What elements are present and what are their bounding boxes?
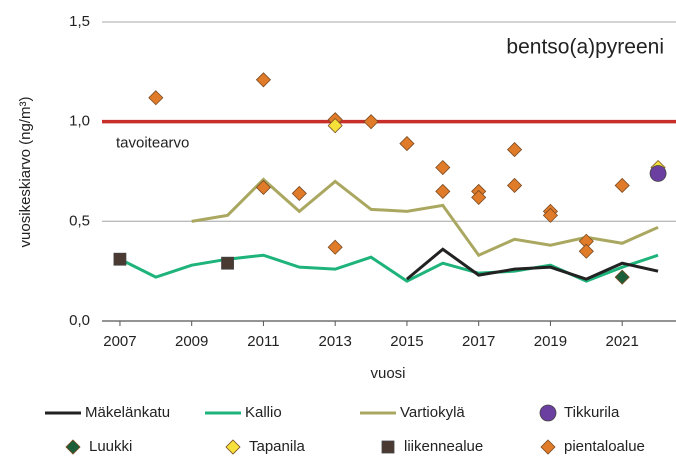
series-line	[191, 177, 659, 258]
legend-swatch	[381, 440, 395, 454]
x-tick-label: 2013	[319, 333, 352, 350]
x-tick-label: 2017	[462, 333, 495, 350]
data-point	[578, 243, 594, 259]
legend-label: pientaloalue	[564, 438, 645, 455]
x-tick-label: 2021	[606, 333, 639, 350]
legend-label: Tikkurila	[564, 404, 620, 421]
legend-swatch	[65, 439, 81, 455]
data-point	[148, 90, 164, 106]
legend-swatch	[225, 439, 241, 455]
x-tick-label: 2007	[103, 333, 136, 350]
data-point	[506, 177, 523, 194]
target-label: tavoitearvo	[116, 135, 189, 152]
x-tick-label: 2011	[247, 333, 279, 350]
data-point	[327, 118, 343, 134]
legend-label: liikennealue	[404, 438, 483, 455]
x-tick-label: 2019	[534, 333, 567, 350]
data-point	[363, 114, 379, 130]
data-point	[614, 269, 630, 285]
data-point	[614, 177, 630, 194]
legend-label: Vartiokylä	[400, 404, 465, 421]
data-point	[542, 207, 559, 223]
data-point	[435, 183, 451, 199]
x-tick-label: 2015	[390, 333, 423, 350]
x-tick-label: 2009	[175, 333, 208, 350]
series-line	[405, 247, 659, 281]
data-point	[649, 165, 667, 182]
x-axis-label: vuosi	[370, 365, 405, 382]
legend-label: Tapanila	[249, 438, 306, 455]
data-point	[435, 159, 451, 176]
y-axis-label: vuosikeskiarvo (ng/m³)	[17, 97, 34, 248]
data-point	[506, 142, 523, 158]
y-tick-label: 1,0	[69, 113, 90, 130]
y-tick-label: 0,0	[69, 312, 90, 329]
legend-label: Kallio	[245, 404, 282, 421]
legend-label: Mäkelänkatu	[85, 404, 170, 421]
data-point	[471, 189, 487, 205]
y-tick-label: 0,5	[69, 212, 90, 229]
data-point	[255, 72, 272, 88]
data-point	[399, 136, 415, 152]
legend-label: Luukki	[89, 438, 132, 455]
data-point	[255, 179, 272, 196]
data-point	[113, 252, 127, 266]
data-point	[221, 256, 234, 270]
data-point	[291, 185, 307, 201]
legend-swatch	[540, 439, 556, 455]
data-point	[327, 239, 343, 255]
legend-swatch	[539, 404, 557, 422]
chart-annotation: bentso(a)pyreeni	[506, 36, 664, 59]
y-tick-label: 1,5	[69, 13, 90, 30]
